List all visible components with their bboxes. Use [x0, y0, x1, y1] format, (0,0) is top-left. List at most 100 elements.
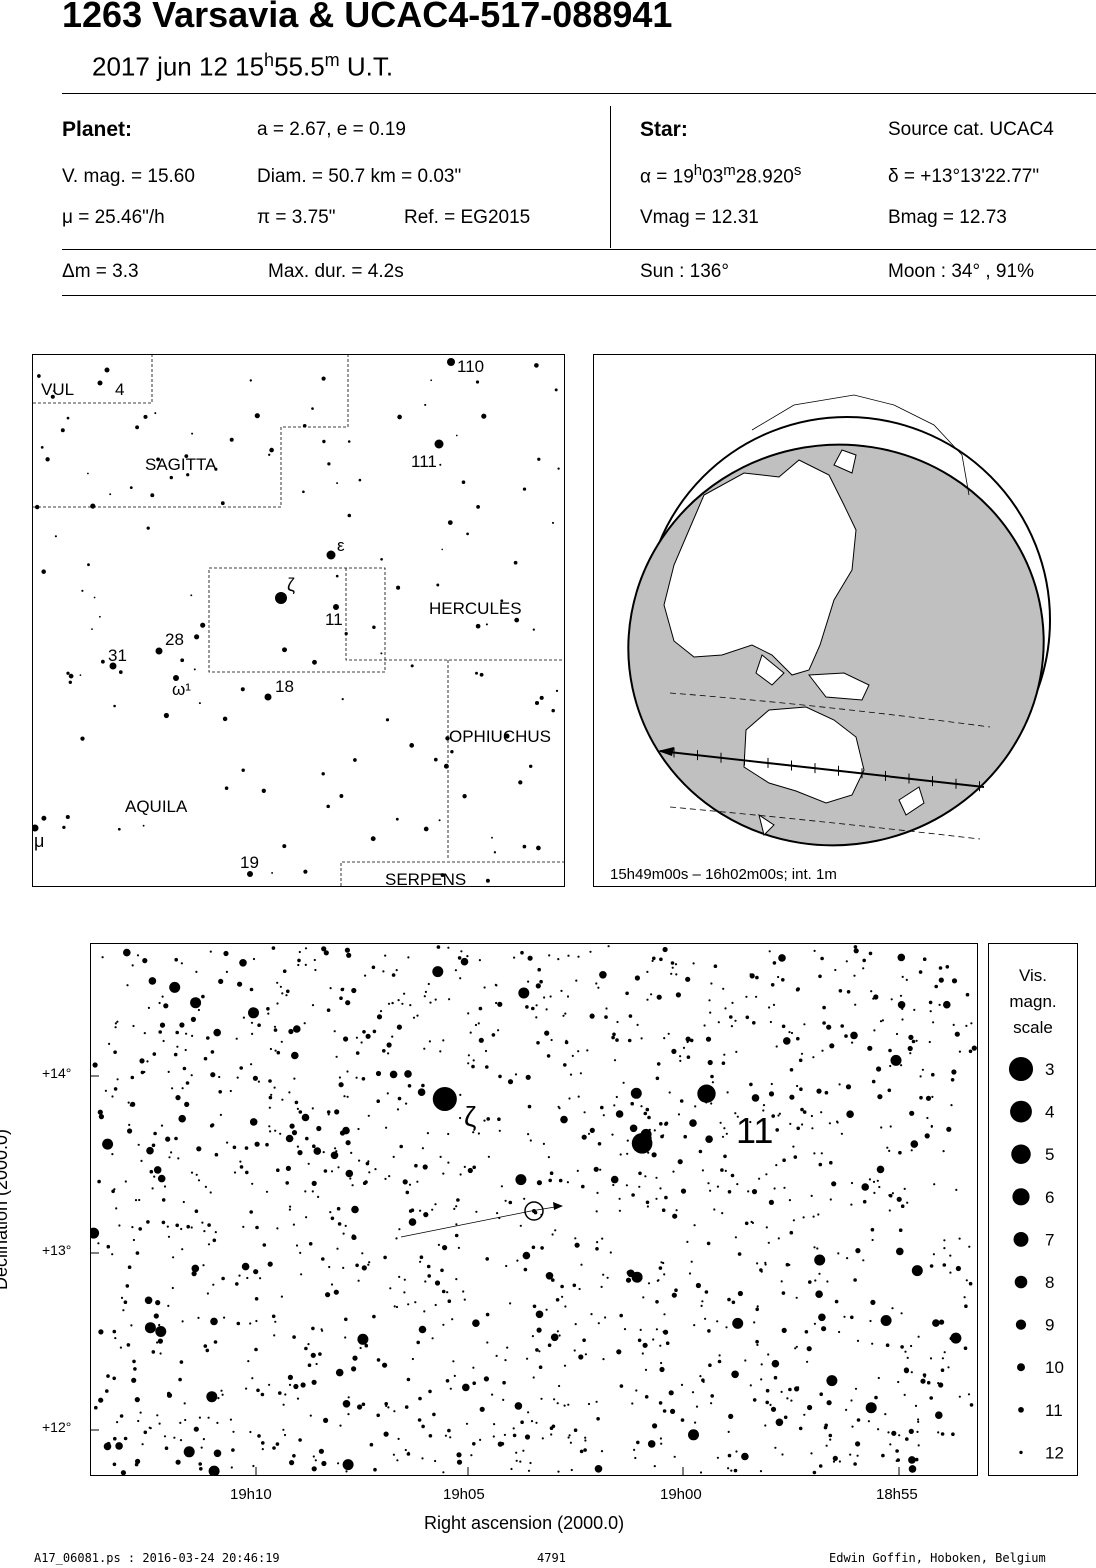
star-label-31: 31 — [108, 646, 127, 665]
planet-vmag: V. mag. = 15.60 — [62, 166, 195, 187]
planet-motion: μ = 25.46"/h — [62, 207, 165, 228]
star-label-mu: μ — [34, 831, 44, 851]
page-title: 1263 Varsavia & UCAC4-517-088941 — [62, 0, 673, 35]
x-tick-19h05: 19h05 — [443, 1486, 485, 1503]
scale-title-2: magn. — [1009, 992, 1057, 1011]
planet-reference: Ref. = EG2015 — [404, 207, 531, 228]
bright-star-1 — [631, 1132, 653, 1154]
magnitude-scale: Vis. magn. scale 3 4 5 6 7 8 9 10 11 12 — [988, 943, 1078, 1476]
bright-star-2 — [697, 1084, 716, 1103]
planet-diameter: Diam. = 50.7 km = 0.03" — [257, 166, 462, 187]
star-heading: Star: — [640, 118, 688, 141]
scale-label-4: 4 — [1045, 1103, 1054, 1122]
scale-dot-5 — [1011, 1144, 1031, 1164]
finder-map: VUL SAGITTA HERCULES OPHIUCHUS AQUILA SE… — [32, 354, 565, 887]
star-bmag: Bmag = 12.73 — [888, 207, 1007, 228]
chart-label-zeta: ζ — [464, 1101, 476, 1132]
scale-dot-10 — [1017, 1363, 1025, 1372]
scale-dot-3 — [1008, 1056, 1034, 1082]
star-label-18: 18 — [275, 677, 294, 696]
date-prefix: 2017 jun 12 15 — [92, 51, 265, 82]
scale-label-10: 10 — [1045, 1358, 1064, 1377]
star-right-ascension: α = 19h03m28.920s — [640, 162, 801, 188]
scale-label-8: 8 — [1045, 1273, 1054, 1292]
ra-seconds: 28.920 — [735, 166, 794, 188]
ra-s-sup: s — [793, 162, 802, 179]
star-label-omega1: ω¹ — [172, 680, 191, 699]
y-tick-13: +13° — [42, 1242, 72, 1258]
scale-label-12: 12 — [1045, 1443, 1064, 1462]
footer-file: A17_06081.ps : 2016-03-24 20:46:19 — [34, 1551, 280, 1565]
scale-dot-7 — [1013, 1231, 1029, 1247]
minute-superscript: m — [324, 50, 340, 70]
ra-prefix: α = 19 — [640, 166, 694, 188]
scale-label-11: 11 — [1045, 1401, 1063, 1420]
star-label-epsilon: ε — [337, 536, 345, 555]
scale-title-1: Vis. — [1018, 966, 1048, 985]
earth-globe — [627, 394, 1051, 847]
star-label-111: 111 — [411, 452, 437, 471]
globe-caption: 15h49m00s – 16h02m00s; int. 1m — [610, 866, 837, 883]
event-datetime: 2017 jun 12 15h55.5m U.T. — [92, 50, 393, 83]
earth-globe-panel: 15h49m00s – 16h02m00s; int. 1m — [593, 354, 1096, 887]
scale-label-7: 7 — [1045, 1230, 1054, 1249]
star-label-28: 28 — [165, 630, 184, 649]
footer-number: 4791 — [537, 1551, 566, 1565]
scale-dot-6 — [1012, 1188, 1030, 1206]
star-declination: δ = +13°13'22.77" — [888, 166, 1040, 187]
magnitude-drop: Δm = 3.3 — [62, 261, 139, 282]
star-label-zeta: ζ — [287, 575, 295, 595]
x-tick-19h10: 19h10 — [230, 1486, 272, 1503]
bright-stars — [432, 1084, 716, 1154]
y-tick-12: +12° — [42, 1419, 72, 1435]
const-label-aquila: AQUILA — [125, 797, 188, 816]
planet-orbit: a = 2.67, e = 0.19 — [257, 119, 406, 140]
moon-elongation: Moon : 34° , 91% — [888, 261, 1034, 282]
sun-elongation: Sun : 136° — [640, 261, 729, 282]
const-label-hercules: HERCULES — [429, 599, 522, 618]
scale-title-3: scale — [1013, 1018, 1053, 1037]
scale-label-6: 6 — [1045, 1188, 1054, 1207]
time-suffix: U.T. — [339, 51, 394, 82]
x-axis-label: Right ascension (2000.0) — [424, 1513, 625, 1533]
ra-h-sup: h — [693, 162, 703, 179]
y-axis-label: Declination (2000.0) — [0, 1128, 12, 1291]
y-tick-14: +14° — [42, 1065, 72, 1081]
planet-heading: Planet: — [62, 118, 133, 141]
const-label-serpens: SERPENS — [385, 870, 466, 886]
scale-dot-4 — [1010, 1100, 1032, 1123]
star-label-11: 11 — [325, 610, 343, 629]
star-source-catalog: Source cat. UCAC4 — [888, 119, 1054, 140]
table-divider — [610, 106, 611, 248]
scale-label-5: 5 — [1045, 1145, 1054, 1164]
scale-dot-11 — [1018, 1406, 1024, 1413]
star-label-19: 19 — [240, 853, 259, 872]
scale-label-3: 3 — [1045, 1060, 1054, 1079]
ra-minutes: 03 — [702, 166, 724, 188]
target-star-marker — [524, 1201, 544, 1221]
const-label-ophiuchus: OPHIUCHUS — [449, 727, 551, 746]
const-label-vul: VUL — [41, 380, 74, 399]
scale-dot-12 — [1019, 1450, 1023, 1455]
table-top-rule — [62, 93, 1096, 94]
ra-m-sup: m — [723, 162, 736, 179]
x-tick-18h55: 18h55 — [876, 1486, 918, 1503]
star-chart: ζ 11 — [90, 943, 978, 1476]
chart-label-11: 11 — [736, 1110, 773, 1151]
const-label-sagitta: SAGITTA — [145, 455, 217, 474]
scale-dot-9 — [1015, 1319, 1027, 1330]
x-tick-19h00: 19h00 — [660, 1486, 702, 1503]
footer-author: Edwin Goffin, Hoboken, Belgium — [829, 1551, 1046, 1565]
star-label-110: 110 — [457, 357, 484, 376]
table-bottom-rule — [62, 295, 1096, 296]
hour-superscript: h — [264, 50, 275, 70]
scale-label-9: 9 — [1045, 1316, 1054, 1335]
table-mid-rule — [62, 249, 1096, 250]
star-label-4: 4 — [115, 380, 124, 399]
time-minutes: 55.5 — [274, 51, 325, 82]
max-duration: Max. dur. = 4.2s — [268, 261, 404, 282]
scale-dot-8 — [1014, 1275, 1028, 1289]
planet-parallax: π = 3.75" — [257, 207, 336, 228]
star-vmag: Vmag = 12.31 — [640, 207, 759, 228]
bright-star-0 — [432, 1086, 457, 1112]
